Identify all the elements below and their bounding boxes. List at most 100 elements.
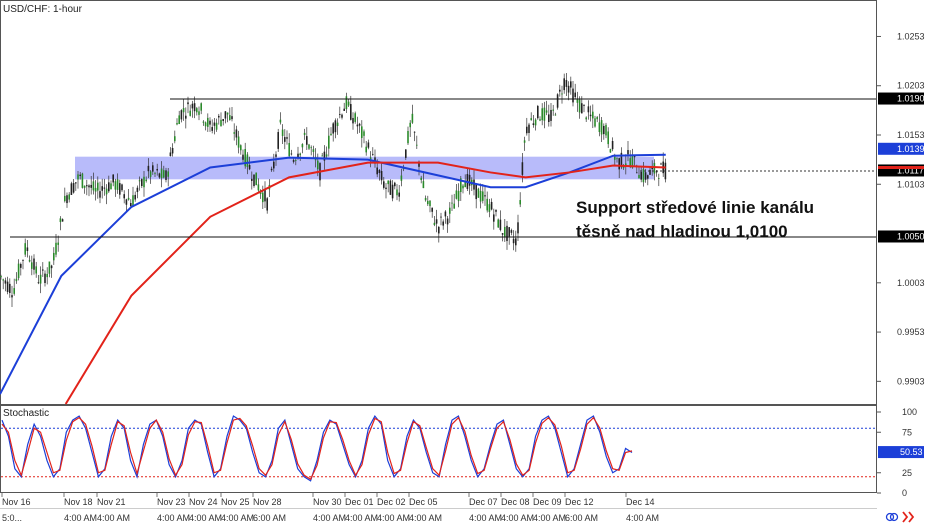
candle-body bbox=[123, 194, 125, 199]
candle-body bbox=[350, 104, 352, 120]
candle-body bbox=[433, 222, 436, 225]
candle-body bbox=[110, 183, 112, 190]
candle-body bbox=[209, 120, 211, 125]
candle-body bbox=[446, 218, 449, 225]
candle-body bbox=[598, 122, 601, 133]
candle-body bbox=[226, 112, 229, 115]
candle-body bbox=[55, 242, 57, 255]
candle-body bbox=[156, 168, 158, 171]
candle-body bbox=[490, 201, 493, 210]
time-axis-date-label: Dec 12 bbox=[565, 497, 594, 507]
candle-body bbox=[570, 81, 572, 88]
candle-body bbox=[574, 92, 576, 98]
candle-body bbox=[543, 107, 546, 121]
candle-body bbox=[616, 158, 618, 160]
candle-body bbox=[299, 153, 301, 156]
candle-body bbox=[288, 142, 290, 157]
candle-body bbox=[539, 119, 541, 121]
candle-body bbox=[149, 171, 152, 177]
candle-body bbox=[94, 187, 97, 192]
time-axis-date-label: Nov 25 bbox=[221, 497, 250, 507]
candle-body bbox=[176, 123, 178, 125]
candle-body bbox=[638, 174, 640, 179]
candle-body bbox=[185, 115, 187, 119]
time-axis-time-label: 4:00 AM bbox=[97, 513, 130, 523]
candle-body bbox=[504, 226, 506, 237]
candle-body bbox=[46, 273, 48, 278]
candle-body bbox=[363, 131, 365, 136]
candle-body bbox=[629, 158, 631, 167]
candle-body bbox=[407, 130, 409, 144]
candle-body bbox=[631, 155, 634, 168]
candle-body bbox=[145, 179, 147, 181]
price-axis-tick-label: 0.9903 bbox=[897, 376, 925, 386]
candle-body bbox=[376, 167, 378, 175]
candle-body bbox=[358, 123, 361, 126]
candle-body bbox=[396, 189, 398, 196]
candle-body bbox=[339, 114, 341, 115]
candle-body bbox=[341, 114, 343, 118]
candle-body bbox=[286, 137, 288, 139]
candle-body bbox=[165, 170, 167, 181]
candle-body bbox=[526, 126, 528, 134]
candle-body bbox=[475, 184, 477, 200]
candle-body bbox=[24, 243, 26, 255]
candle-body bbox=[600, 120, 603, 135]
candle-body bbox=[506, 225, 508, 242]
candle-body bbox=[246, 154, 249, 168]
candle-body bbox=[636, 172, 638, 174]
candle-body bbox=[451, 202, 453, 204]
candle-body bbox=[578, 99, 581, 113]
candle-body bbox=[211, 127, 213, 131]
candle-body bbox=[28, 259, 31, 262]
candle-body bbox=[171, 148, 174, 154]
candle-body bbox=[345, 96, 348, 110]
candle-body bbox=[521, 162, 524, 175]
candle-body bbox=[334, 120, 337, 133]
price-pane[interactable]: USD/CHF: 1-hour Support středové linie k… bbox=[0, 0, 877, 405]
chart-link-icon[interactable] bbox=[885, 512, 899, 522]
candle-body bbox=[438, 226, 440, 234]
candle-body bbox=[61, 219, 64, 222]
candle-body bbox=[198, 111, 200, 115]
candle-body bbox=[277, 132, 279, 149]
candle-body bbox=[295, 160, 297, 161]
candle-body bbox=[416, 144, 418, 146]
candle-body bbox=[594, 118, 596, 127]
candle-body bbox=[343, 108, 345, 111]
candle-body bbox=[114, 181, 117, 190]
candle-body bbox=[53, 252, 55, 261]
candle-body bbox=[473, 179, 475, 190]
candle-body bbox=[486, 198, 488, 211]
time-axis-date-label: Dec 14 bbox=[626, 497, 655, 507]
candle-body bbox=[532, 123, 535, 125]
candle-body bbox=[625, 163, 627, 165]
candle-body bbox=[517, 222, 519, 234]
candle-body bbox=[499, 219, 502, 230]
candle-body bbox=[510, 230, 513, 233]
candle-body bbox=[160, 168, 163, 179]
time-axis-time-label: 4:00 AM bbox=[533, 513, 566, 523]
time-axis-date-label: Nov 21 bbox=[97, 497, 126, 507]
candle-body bbox=[515, 238, 517, 246]
candle-body bbox=[132, 195, 134, 206]
candle-body bbox=[116, 179, 119, 190]
price-axis[interactable]: 1.0253 1.0203 1.0153 1.0103 1.0003 0.9953 0.99… bbox=[877, 31, 925, 386]
candle-body bbox=[427, 200, 429, 205]
candle-body bbox=[266, 198, 268, 211]
candle-body bbox=[112, 174, 114, 183]
price-axis-tick-label: 1.0253 bbox=[897, 31, 925, 41]
candle-body bbox=[605, 124, 607, 136]
candle-body bbox=[365, 146, 367, 153]
price-tag-label: 1.0190 bbox=[897, 94, 925, 104]
candle-body bbox=[554, 114, 557, 116]
candle-body bbox=[191, 103, 194, 109]
candle-body bbox=[572, 88, 574, 103]
candle-body bbox=[462, 185, 464, 189]
stochastic-pane-frame bbox=[0, 405, 877, 493]
stochastic-axis[interactable]: 100 75 25 0 50.53 bbox=[877, 407, 924, 498]
stochastic-pane[interactable]: Stochastic bbox=[0, 405, 877, 493]
candle-body bbox=[528, 124, 530, 133]
